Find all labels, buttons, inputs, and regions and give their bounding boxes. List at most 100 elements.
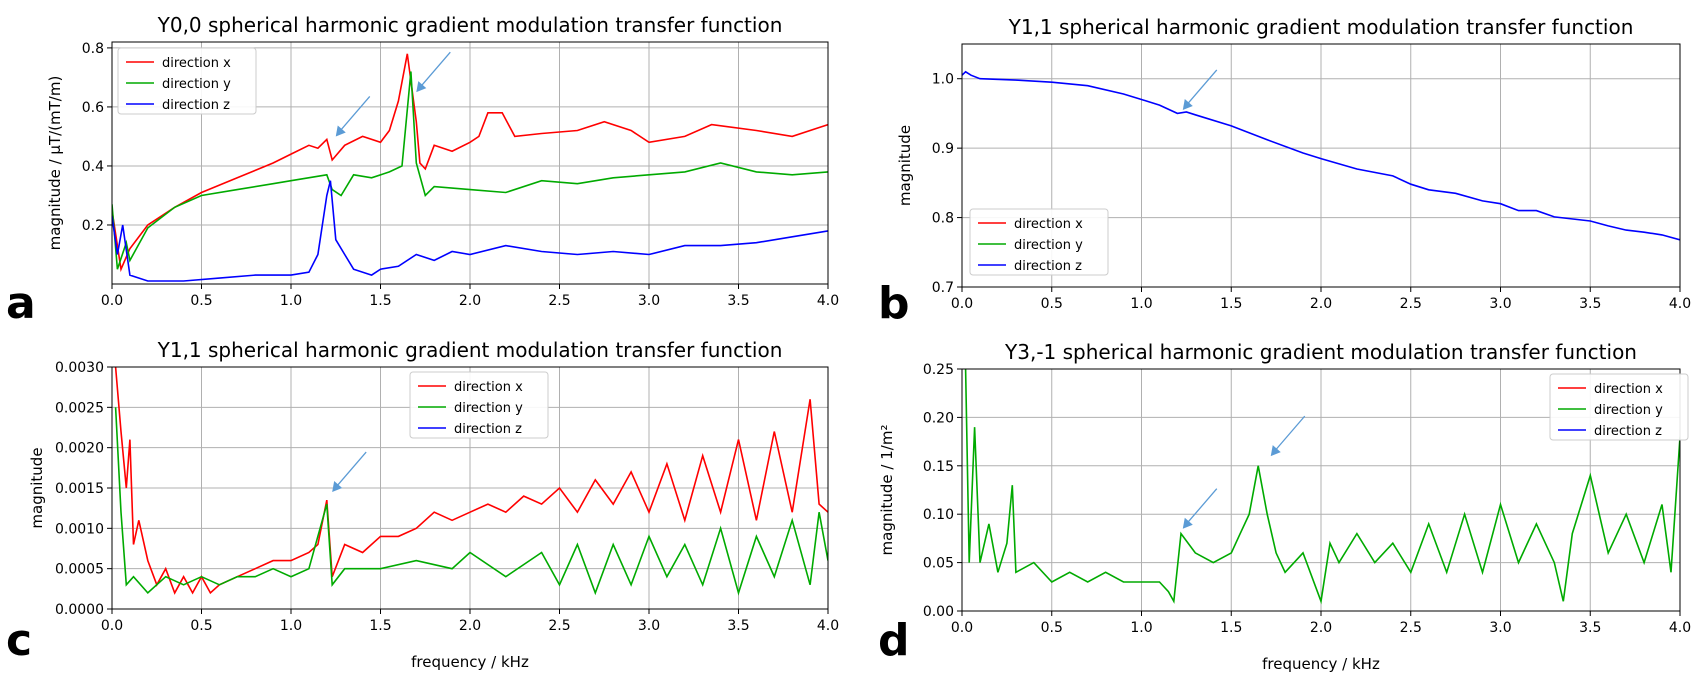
- legend-label: direction x: [454, 380, 523, 395]
- x-tick-label: 4.0: [1669, 620, 1691, 636]
- arrow-head: [1182, 98, 1193, 110]
- y-axis-label: magnitude: [28, 447, 46, 528]
- legend-label: direction y: [1594, 403, 1663, 418]
- y-tick-label: 0.0030: [55, 360, 104, 376]
- x-tick-label: 1.5: [369, 293, 391, 309]
- legend-label: direction z: [162, 98, 230, 113]
- y-tick-label: 0.05: [923, 556, 954, 572]
- arrow-annotation: [1273, 415, 1306, 453]
- x-tick-label: 4.0: [817, 293, 839, 309]
- y-tick-label: 0.7: [932, 280, 954, 296]
- x-tick-label: 2.5: [1400, 620, 1422, 636]
- x-tick-label: 3.0: [1489, 620, 1511, 636]
- y-tick-label: 0.0000: [55, 602, 104, 618]
- legend-label: direction x: [1014, 217, 1083, 232]
- x-tick-label: 0.5: [1041, 296, 1063, 312]
- y-tick-label: 0.0015: [55, 481, 104, 497]
- arrow-head: [335, 125, 346, 137]
- y-tick-label: 0.0005: [55, 562, 104, 578]
- series-line-direction-y: [964, 369, 1680, 605]
- legend-label: direction x: [162, 56, 231, 71]
- y-tick-label: 0.8: [932, 211, 954, 227]
- x-tick-label: 1.0: [1130, 296, 1152, 312]
- series-line-direction-z: [112, 180, 828, 282]
- y-tick-label: 0.15: [923, 459, 954, 475]
- series-line-direction-y: [112, 71, 828, 270]
- arrow-annotation: [418, 51, 451, 89]
- y-tick-label: 0.6: [82, 100, 104, 116]
- legend-label: direction y: [1014, 238, 1083, 253]
- x-tick-label: 2.0: [1310, 620, 1332, 636]
- x-tick-label: 3.5: [1579, 296, 1601, 312]
- arrow-annotation: [338, 96, 371, 133]
- panel-c: Y1,1 spherical harmonic gradient modulat…: [28, 338, 839, 671]
- x-tick-label: 3.5: [1579, 620, 1601, 636]
- x-tick-label: 0.0: [951, 620, 973, 636]
- x-tick-label: 2.5: [548, 293, 570, 309]
- y-tick-label: 0.4: [82, 159, 104, 175]
- x-tick-label: 0.0: [101, 293, 123, 309]
- plot-frame: [961, 43, 1681, 288]
- legend-label: direction x: [1594, 382, 1663, 397]
- legend-box: [409, 371, 549, 439]
- series-line-direction-z: [962, 70, 1680, 241]
- series-line-direction-x: [112, 53, 828, 273]
- legend-label: direction y: [454, 401, 523, 416]
- legend-label: direction z: [1014, 259, 1082, 274]
- legend-label: direction y: [162, 77, 231, 92]
- plot-frame: [111, 366, 829, 610]
- series-line-direction-x: [114, 367, 828, 595]
- panel-letter-d: d: [878, 615, 910, 666]
- panel-b: Y1,1 spherical harmonic gradient modulat…: [896, 15, 1691, 312]
- x-tick-label: 0.5: [190, 618, 212, 634]
- x-tick-label: 2.0: [459, 293, 481, 309]
- legend-box: [969, 208, 1109, 276]
- x-tick-label: 1.5: [369, 618, 391, 634]
- x-tick-label: 4.0: [817, 618, 839, 634]
- y-tick-label: 0.0025: [55, 400, 104, 416]
- plot-frame: [961, 368, 1681, 612]
- arrow-head: [1270, 445, 1281, 457]
- arrow-head: [416, 81, 427, 93]
- x-tick-label: 3.5: [727, 293, 749, 309]
- x-tick-label: 1.0: [280, 293, 302, 309]
- x-tick-label: 3.5: [727, 618, 749, 634]
- x-tick-label: 1.0: [1130, 620, 1152, 636]
- y-tick-label: 0.8: [82, 41, 104, 57]
- x-tick-label: 2.0: [459, 618, 481, 634]
- x-tick-label: 4.0: [1669, 296, 1691, 312]
- arrow-annotation: [334, 451, 367, 489]
- legend-label: direction z: [1594, 424, 1662, 439]
- y-tick-label: 0.0010: [55, 521, 104, 537]
- y-tick-label: 0.10: [923, 507, 954, 523]
- x-tick-label: 3.0: [1489, 296, 1511, 312]
- x-tick-label: 3.0: [638, 293, 660, 309]
- y-axis-label: magnitude / µT/(mT/m): [46, 76, 64, 251]
- x-axis-label: frequency / kHz: [411, 653, 529, 671]
- x-tick-label: 1.5: [1220, 296, 1242, 312]
- legend-label: direction z: [454, 422, 522, 437]
- x-tick-label: 2.5: [548, 618, 570, 634]
- series-line-direction-y: [114, 407, 828, 596]
- panel-d: Y3,-1 spherical harmonic gradient modula…: [878, 340, 1691, 673]
- x-tick-label: 2.0: [1310, 296, 1332, 312]
- y-axis-label: magnitude: [896, 125, 914, 206]
- panel-letter-c: c: [6, 615, 32, 666]
- x-tick-label: 0.5: [1041, 620, 1063, 636]
- chart-title: Y1,1 spherical harmonic gradient modulat…: [157, 338, 783, 362]
- y-axis-label: magnitude / 1/m²: [878, 425, 896, 556]
- arrow-head: [332, 481, 343, 493]
- y-tick-label: 0.2: [82, 218, 104, 234]
- x-tick-label: 3.0: [638, 618, 660, 634]
- chart-title: Y0,0 spherical harmonic gradient modulat…: [157, 13, 783, 37]
- arrow-annotation: [1185, 488, 1218, 526]
- y-tick-label: 0.20: [923, 410, 954, 426]
- x-tick-label: 0.5: [190, 293, 212, 309]
- x-tick-label: 0.0: [101, 618, 123, 634]
- x-tick-label: 1.5: [1220, 620, 1242, 636]
- legend-box: [1549, 373, 1689, 441]
- plot-frame: [111, 41, 829, 285]
- chart-title: Y1,1 spherical harmonic gradient modulat…: [1008, 15, 1634, 39]
- y-tick-label: 0.00: [923, 604, 954, 620]
